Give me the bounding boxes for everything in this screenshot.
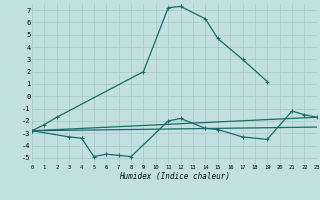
X-axis label: Humidex (Indice chaleur): Humidex (Indice chaleur) [119, 172, 230, 181]
